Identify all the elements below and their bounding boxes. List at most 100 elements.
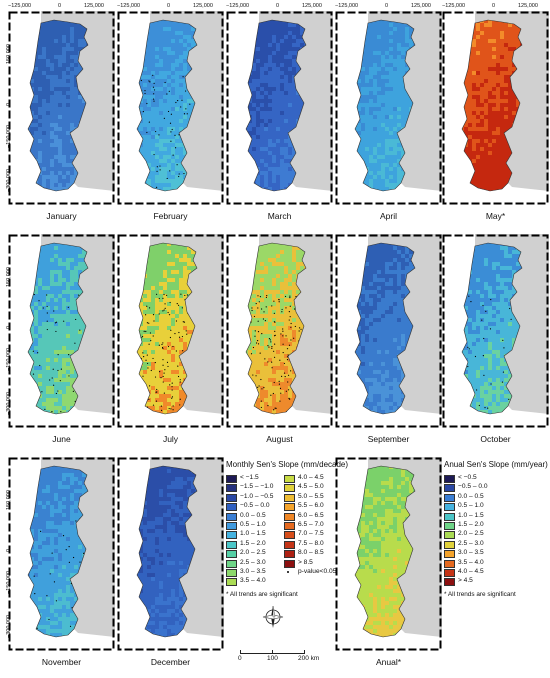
map-frame — [442, 234, 549, 428]
y-tick-label: 150,000 — [6, 490, 12, 510]
map-frame — [117, 234, 224, 428]
x-tick-label: −125,000 — [442, 3, 465, 9]
map-frame — [8, 234, 115, 428]
legend-label: −1.0 – −0.5 — [240, 493, 273, 500]
legend-swatch — [444, 560, 455, 568]
legend-label: 3.5 – 4.0 — [240, 577, 266, 584]
scale-label-100: 100 — [267, 655, 278, 662]
y-tick-label: −300,000 — [6, 169, 12, 192]
map-svg — [117, 234, 224, 428]
panel-title: September — [335, 434, 442, 444]
legend-label: 1.0 – 1.5 — [240, 530, 266, 537]
map-svg — [226, 11, 333, 205]
scale-bar: 0 100 200 km — [236, 643, 326, 665]
map-frame — [8, 457, 115, 651]
map-frame — [335, 11, 442, 205]
y-tick-label: −300,000 — [6, 615, 12, 638]
legend-swatch — [444, 578, 455, 586]
map-svg — [335, 457, 442, 651]
legend-label: > 4.5 — [458, 577, 473, 584]
y-tick-label: 0 — [6, 103, 12, 106]
legend-label: 1.5 – 2.0 — [458, 521, 484, 528]
panel-title: January — [8, 211, 115, 221]
legend-label: 4.0 – 4.5 — [298, 474, 324, 481]
legend-label: 2.5 – 3.0 — [240, 559, 266, 566]
legend-swatch — [444, 494, 455, 502]
legend-label: −0.5 – 0.0 — [458, 483, 488, 490]
legend-swatch — [226, 494, 237, 502]
legend-swatch — [284, 494, 295, 502]
panel-title: February — [117, 211, 224, 221]
legend-label: 2.0 – 2.5 — [458, 530, 484, 537]
legend-label: 5.5 – 6.0 — [298, 502, 324, 509]
legend-swatch — [226, 531, 237, 539]
map-frame — [117, 457, 224, 651]
scale-bar-tick — [272, 650, 273, 654]
x-tick-label: 0 — [276, 3, 279, 9]
annual-legend: Anual Sen's Slope (mm/year) < −0.5−0.5 –… — [444, 460, 548, 610]
legend-label: 3.0 – 3.5 — [458, 549, 484, 556]
y-tick-label: −150,000 — [6, 125, 12, 148]
legend-label: −0.5 – 0.0 — [240, 502, 270, 509]
panel-title: July — [117, 434, 224, 444]
legend-swatch — [226, 569, 237, 577]
map-svg — [8, 11, 115, 205]
map-panel-december: December — [117, 452, 224, 678]
panel-title: December — [117, 657, 224, 667]
y-tick-label: 0 — [6, 549, 12, 552]
legend-label: 1.0 – 1.5 — [458, 512, 484, 519]
legend-label: 3.0 – 3.5 — [240, 568, 266, 575]
monthly-legend-title: Monthly Sen's Slope (mm/decade) — [226, 460, 348, 469]
legend-swatch — [444, 550, 455, 558]
legend-swatch — [284, 475, 295, 483]
legend-swatch — [226, 522, 237, 530]
legend-label: 0.5 – 1.0 — [240, 521, 266, 528]
legend-label: 2.5 – 3.0 — [458, 540, 484, 547]
legend-swatch — [226, 541, 237, 549]
legend-label: 2.0 – 2.5 — [240, 549, 266, 556]
legend-swatch — [226, 475, 237, 483]
legend-swatch — [444, 503, 455, 511]
legend-swatch — [284, 484, 295, 492]
y-tick-label: −150,000 — [6, 348, 12, 371]
y-tick-label: −150,000 — [6, 571, 12, 594]
map-frame — [335, 457, 442, 651]
map-frame — [8, 11, 115, 205]
y-tick-label: 0 — [6, 326, 12, 329]
x-tick-label: 0 — [167, 3, 170, 9]
map-svg — [335, 234, 442, 428]
legend-label: 6.0 – 6.5 — [298, 512, 324, 519]
legend-swatch — [444, 569, 455, 577]
pvalue-label: p-value<0.05 — [298, 568, 336, 575]
map-svg — [335, 11, 442, 205]
panel-title: November — [8, 657, 115, 667]
map-svg — [117, 11, 224, 205]
map-frame — [117, 11, 224, 205]
map-panel-november: November 150,000 0 −150,000 −300,000 — [8, 452, 115, 678]
legend-swatch — [226, 484, 237, 492]
legend-label: 4.5 – 5.0 — [298, 483, 324, 490]
x-tick-label: 125,000 — [193, 3, 213, 9]
legend-swatch — [444, 541, 455, 549]
legend-label: < −1.5 — [240, 474, 259, 481]
panel-title: June — [8, 434, 115, 444]
map-svg — [442, 234, 549, 428]
x-tick-label: 125,000 — [411, 3, 431, 9]
legend-swatch — [226, 513, 237, 521]
x-tick-label: 125,000 — [302, 3, 322, 9]
legend-swatch — [444, 484, 455, 492]
map-frame — [226, 11, 333, 205]
scale-bar-tick — [240, 650, 241, 654]
annual-legend-note: * All trends are significant — [444, 591, 516, 598]
legend-swatch — [444, 522, 455, 530]
legend-label: 6.5 – 7.0 — [298, 521, 324, 528]
map-frame — [226, 234, 333, 428]
legend-label: < −0.5 — [458, 474, 477, 481]
legend-swatch — [226, 560, 237, 568]
y-tick-label: −300,000 — [6, 392, 12, 415]
